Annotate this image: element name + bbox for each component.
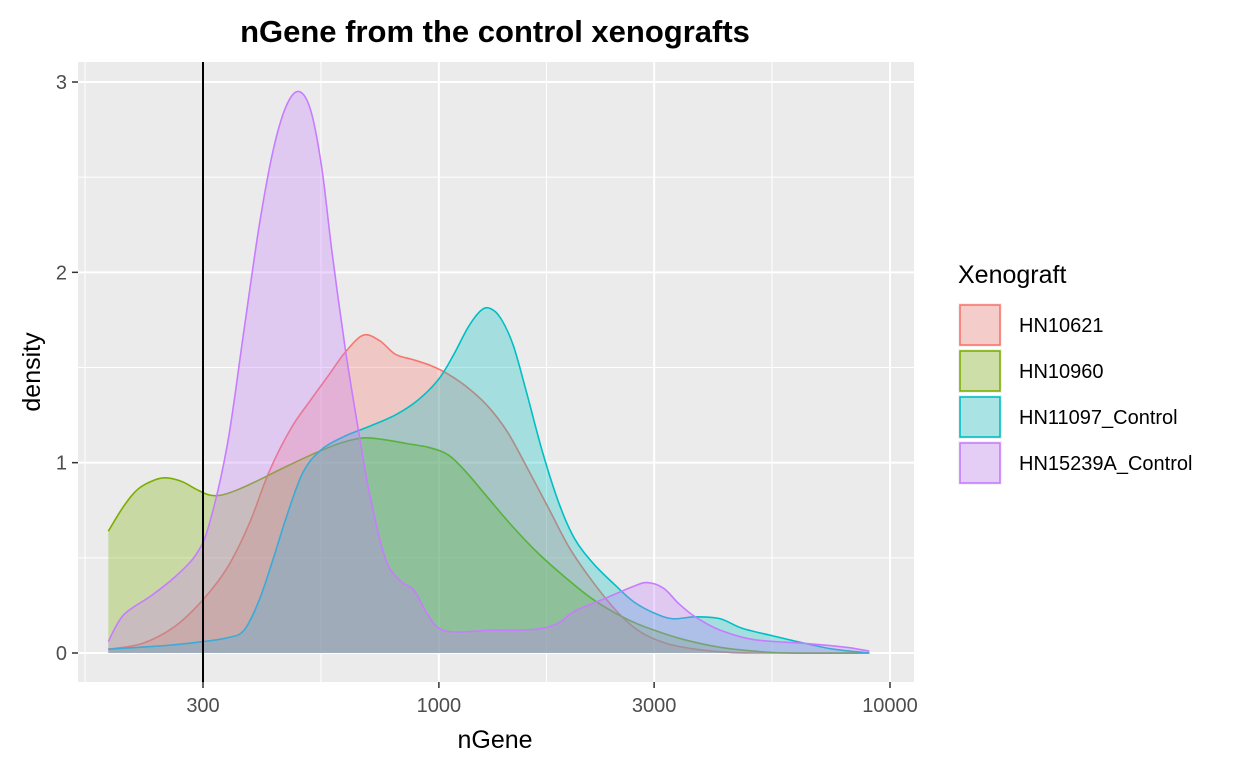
density-area-hn11097-control: [108, 307, 870, 653]
legend-key-background: [958, 303, 1002, 347]
legend-swatch: [959, 442, 1001, 484]
legend-items: HN10621 HN10960 HN11097_Control HN15239A_Co…: [958, 303, 1192, 485]
x-tick-label: 300: [186, 695, 219, 717]
x-axis-title: nGene: [457, 726, 532, 754]
density-area-hn15239a-control: [108, 91, 870, 654]
y-tick-label: 3: [56, 72, 67, 94]
chart-title: nGene from the control xenografts: [240, 14, 750, 49]
legend: Xenograft HN10621HN10960HN11097_ControlH…: [958, 261, 1192, 485]
y-tick-label: 1: [56, 453, 67, 475]
legend-title: Xenograft: [958, 261, 1066, 289]
density-area-hn10960: [108, 437, 870, 654]
legend-swatch: [959, 350, 1001, 392]
legend-item-hn10960: HN10960: [958, 349, 1104, 393]
legend-item-hn11097-control: HN11097_Control: [958, 395, 1178, 439]
legend-label: HN11097_Control: [1019, 407, 1178, 429]
legend-label: HN10621: [1019, 315, 1104, 337]
legend-label: HN15239A_Control: [1019, 453, 1192, 475]
x-axis: 300 1000 3000 10000: [186, 682, 918, 717]
x-tick-label: 3000: [632, 695, 677, 717]
density-areas: [107, 90, 870, 654]
x-tick-label: 1000: [417, 695, 462, 717]
y-tick-label: 2: [56, 262, 67, 284]
density-curve-hn10960: [107, 436, 870, 654]
y-axis-title: density: [18, 332, 46, 412]
legend-key-background: [958, 441, 1002, 485]
legend-item-hn15239a-control: HN15239A_Control: [958, 441, 1192, 485]
x-tick-label: 10000: [862, 695, 918, 717]
legend-key-background: [958, 349, 1002, 393]
legend-swatch: [959, 304, 1001, 346]
legend-swatch: [959, 396, 1001, 438]
y-tick-label: 0: [56, 643, 67, 665]
density-area-hn10621: [108, 334, 870, 654]
density-curve-hn15239a-control: [107, 90, 870, 652]
plot-panel: [78, 62, 914, 682]
density-curve-hn10621: [108, 333, 870, 654]
legend-key-background: [958, 395, 1002, 439]
legend-label: HN10960: [1019, 361, 1104, 383]
y-axis: 0 1 2 3: [56, 72, 78, 665]
legend-item-hn10621: HN10621: [958, 303, 1104, 347]
